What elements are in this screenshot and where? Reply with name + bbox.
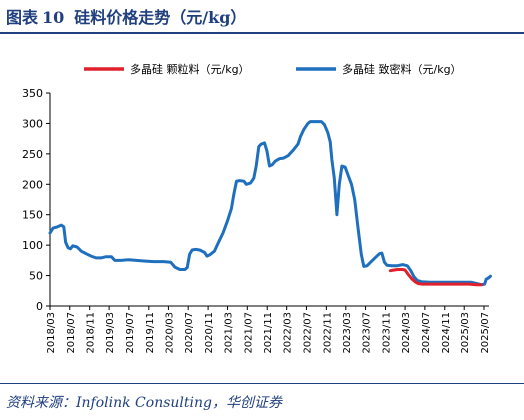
x-tick-label: 2021/11 — [263, 312, 274, 354]
x-tick-label: 2020/07 — [184, 312, 195, 354]
x-tick-label: 2023/11 — [381, 312, 392, 354]
x-tick-label: 2018/11 — [86, 312, 97, 354]
source-rule — [0, 383, 524, 384]
series-line-granular — [388, 268, 483, 287]
x-tick-label: 2024/07 — [421, 312, 432, 354]
x-tick-label: 2022/03 — [283, 312, 294, 354]
y-tick-label: 0 — [36, 300, 43, 313]
y-tick-label: 300 — [22, 117, 43, 130]
x-tick-label: 2025/03 — [460, 312, 471, 354]
x-tick-label: 2018/03 — [46, 312, 57, 354]
x-tick-label: 2019/03 — [105, 312, 116, 354]
x-tick-label: 2023/07 — [362, 312, 373, 354]
legend-label: 多晶硅 致密料（元/kg） — [342, 62, 462, 76]
x-tick-label: 2024/03 — [401, 312, 412, 354]
y-tick-label: 150 — [22, 209, 43, 222]
x-tick-label: 2022/11 — [322, 312, 333, 354]
chart-area: 0 50 100 150 200 250 300 350 2018/03 2018/07 2018/… — [0, 36, 524, 380]
x-tick-label: 2022/07 — [302, 312, 313, 354]
figure-title: 图表 10 硅料价格走势（元/kg） — [6, 4, 246, 28]
x-tick-label: 2024/11 — [441, 312, 452, 354]
x-tick-label: 2023/03 — [342, 312, 353, 354]
source-note: 资料来源：Infolink Consulting，华创证券 — [6, 395, 282, 411]
title-rule — [0, 32, 524, 34]
x-tick-label: 2025/07 — [480, 312, 491, 354]
y-tick-label: 350 — [22, 87, 43, 100]
x-tick-label: 2019/07 — [125, 312, 136, 354]
x-tick-label: 2020/03 — [164, 312, 175, 354]
x-tick-label: 2021/03 — [224, 312, 235, 354]
y-tick-label: 200 — [22, 178, 43, 191]
figure-title-text: 硅料价格走势（元/kg） — [74, 8, 247, 27]
figure-label: 图表 — [6, 8, 39, 27]
y-tick-label: 50 — [29, 270, 43, 283]
x-tick-label: 2021/07 — [243, 312, 254, 354]
series-line-dense — [48, 120, 492, 287]
x-tick-label: 2018/07 — [66, 312, 77, 354]
legend-label: 多晶硅 颗粒料（元/kg） — [130, 62, 250, 76]
y-tick-label: 100 — [22, 239, 43, 252]
polysilicon-price-chart: 0 50 100 150 200 250 300 350 2018/03 2018/07 2018/… — [22, 62, 492, 354]
y-tick-label: 250 — [22, 148, 43, 161]
x-tick-label: 2020/11 — [204, 312, 215, 354]
figure-number: 10 — [42, 8, 65, 27]
x-tick-label: 2019/11 — [145, 312, 156, 354]
